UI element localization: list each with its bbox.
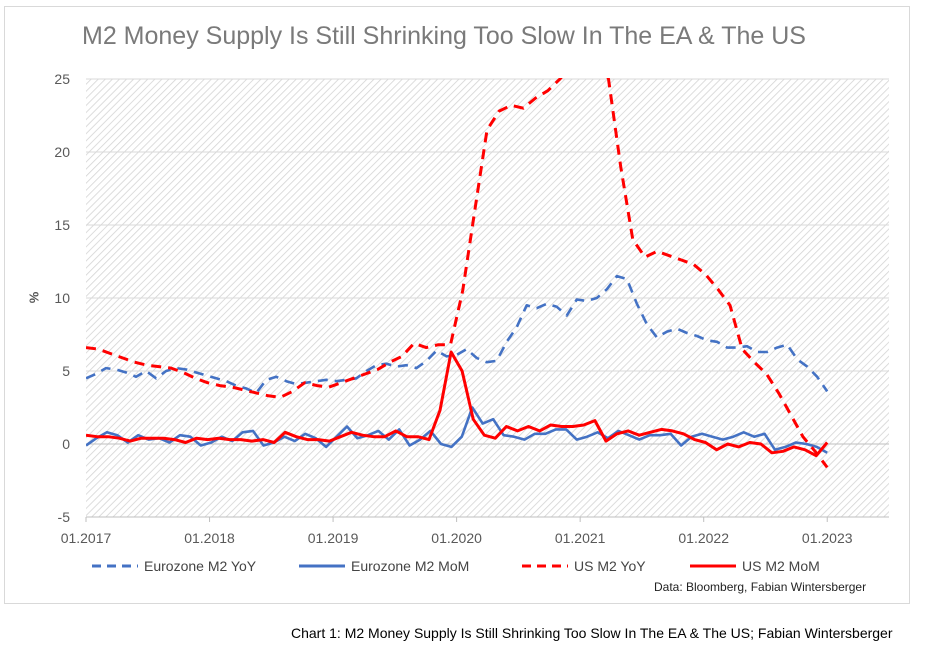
x-tick-label: 01.2017: [61, 530, 112, 546]
series-line-eurozone-m2-mom: [86, 406, 828, 454]
source-note: Data: Bloomberg, Fabian Wintersberger: [654, 580, 867, 594]
legend-item-eurozone-mom: Eurozone M2 MoM: [297, 557, 469, 575]
legend-label: Eurozone M2 YoY: [144, 558, 257, 574]
x-tick-label: 01.2021: [555, 530, 606, 546]
x-tick-label: 01.2022: [678, 530, 729, 546]
y-tick-label: 0: [62, 436, 70, 452]
x-tick-label: 01.2023: [802, 530, 853, 546]
legend-label: US M2 MoM: [742, 558, 820, 574]
gridlines: [86, 78, 889, 518]
series-line-us-m2-yoy: [86, 78, 829, 469]
x-tick-label: 01.2020: [431, 530, 482, 546]
legend-swatch-solid-blue: [299, 564, 345, 568]
x-axis-ticks: 01.2017 01.2018 01.2019 01.2020 01.2021 01.20…: [61, 516, 889, 546]
legend-item-eurozone-yoy: Eurozone M2 YoY: [90, 557, 256, 575]
y-tick-label: 25: [54, 71, 70, 87]
x-tick-label: 01.2018: [184, 530, 235, 546]
legend-item-us-yoy: US M2 YoY: [520, 557, 646, 575]
figure-caption: Chart 1: M2 Money Supply Is Still Shrink…: [291, 625, 893, 641]
x-tick-label: 01.2019: [308, 530, 359, 546]
y-tick-label: -5: [58, 509, 71, 525]
legend-swatch-dashed-red: [522, 564, 568, 568]
legend-swatch-solid-red: [690, 564, 736, 568]
legend-item-us-mom: US M2 MoM: [688, 557, 820, 575]
y-tick-label: 5: [62, 363, 70, 379]
y-tick-label: 15: [54, 217, 70, 233]
y-tick-label: 10: [54, 290, 70, 306]
y-tick-label: 20: [54, 144, 70, 160]
y-axis-label: %: [26, 291, 42, 304]
legend-label: US M2 YoY: [574, 558, 646, 574]
legend-label: Eurozone M2 MoM: [351, 558, 470, 574]
series-lines: [86, 78, 829, 469]
series-line-us-m2-mom: [86, 350, 829, 458]
legend-swatch-dashed-blue: [92, 564, 138, 568]
y-axis-ticks: -5 0 5 10 15 20 25: [54, 71, 70, 525]
chart-title: M2 Money Supply Is Still Shrinking Too S…: [82, 22, 806, 50]
